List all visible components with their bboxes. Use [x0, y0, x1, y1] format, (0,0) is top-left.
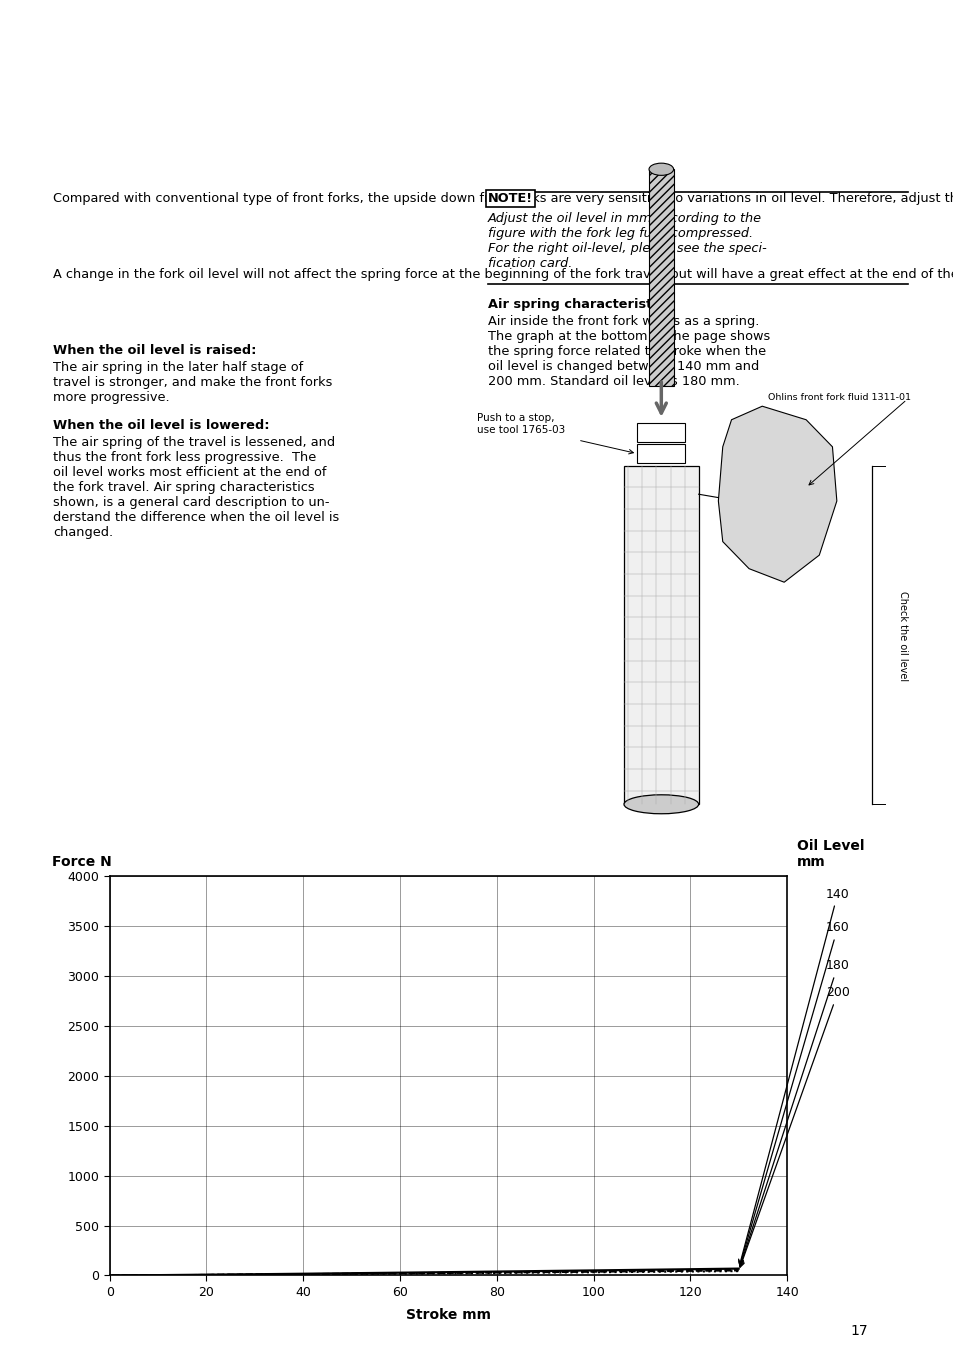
Text: NOTE!: NOTE! [488, 192, 533, 204]
Text: Air spring characteristics: Air spring characteristics [488, 298, 671, 311]
Text: Ohlins front fork fluid 1311-01: Ohlins front fork fluid 1311-01 [768, 393, 910, 402]
Text: 200: 200 [739, 986, 849, 1267]
Text: Push to a stop,
use tool 1765-03: Push to a stop, use tool 1765-03 [476, 413, 565, 435]
Text: Oil level adjustment: Oil level adjustment [65, 81, 253, 100]
Text: A change in the fork oil level will not affect the spring force at the beginning: A change in the fork oil level will not … [53, 268, 953, 282]
Text: When the oil level is raised:: When the oil level is raised: [53, 344, 256, 357]
Text: 180: 180 [739, 960, 849, 1266]
Text: Check the oil level: Check the oil level [897, 592, 906, 681]
Text: 17: 17 [850, 1324, 867, 1338]
Text: Stroke mm: Stroke mm [405, 1308, 491, 1322]
Text: When the oil level is lowered:: When the oil level is lowered: [53, 418, 269, 432]
Text: Adjust the oil level in mm according to the
figure with the fork leg fully compr: Adjust the oil level in mm according to … [488, 213, 766, 269]
Text: Compared with conventional type of front forks, the upside down front forks are : Compared with conventional type of front… [53, 192, 953, 204]
Text: Force N: Force N [52, 856, 112, 869]
Bar [623, 466, 698, 804]
Text: Air inside the front fork works as a spring.
The graph at the bottom of the page: Air inside the front fork works as a spr… [488, 315, 769, 389]
Text: The air spring in the later half stage of
travel is stronger, and make the front: The air spring in the later half stage o… [53, 362, 332, 403]
Ellipse shape [648, 162, 673, 175]
Text: 140: 140 [738, 887, 848, 1265]
Bar [637, 422, 684, 441]
Text: The air spring of the travel is lessened, and
thus the front fork less progressi: The air spring of the travel is lessened… [53, 436, 339, 539]
Polygon shape [718, 406, 836, 582]
Bar [637, 444, 684, 463]
Bar [648, 169, 673, 386]
Text: Oil Level
mm: Oil Level mm [796, 839, 863, 869]
Ellipse shape [623, 795, 698, 814]
Text: 160: 160 [738, 922, 848, 1266]
